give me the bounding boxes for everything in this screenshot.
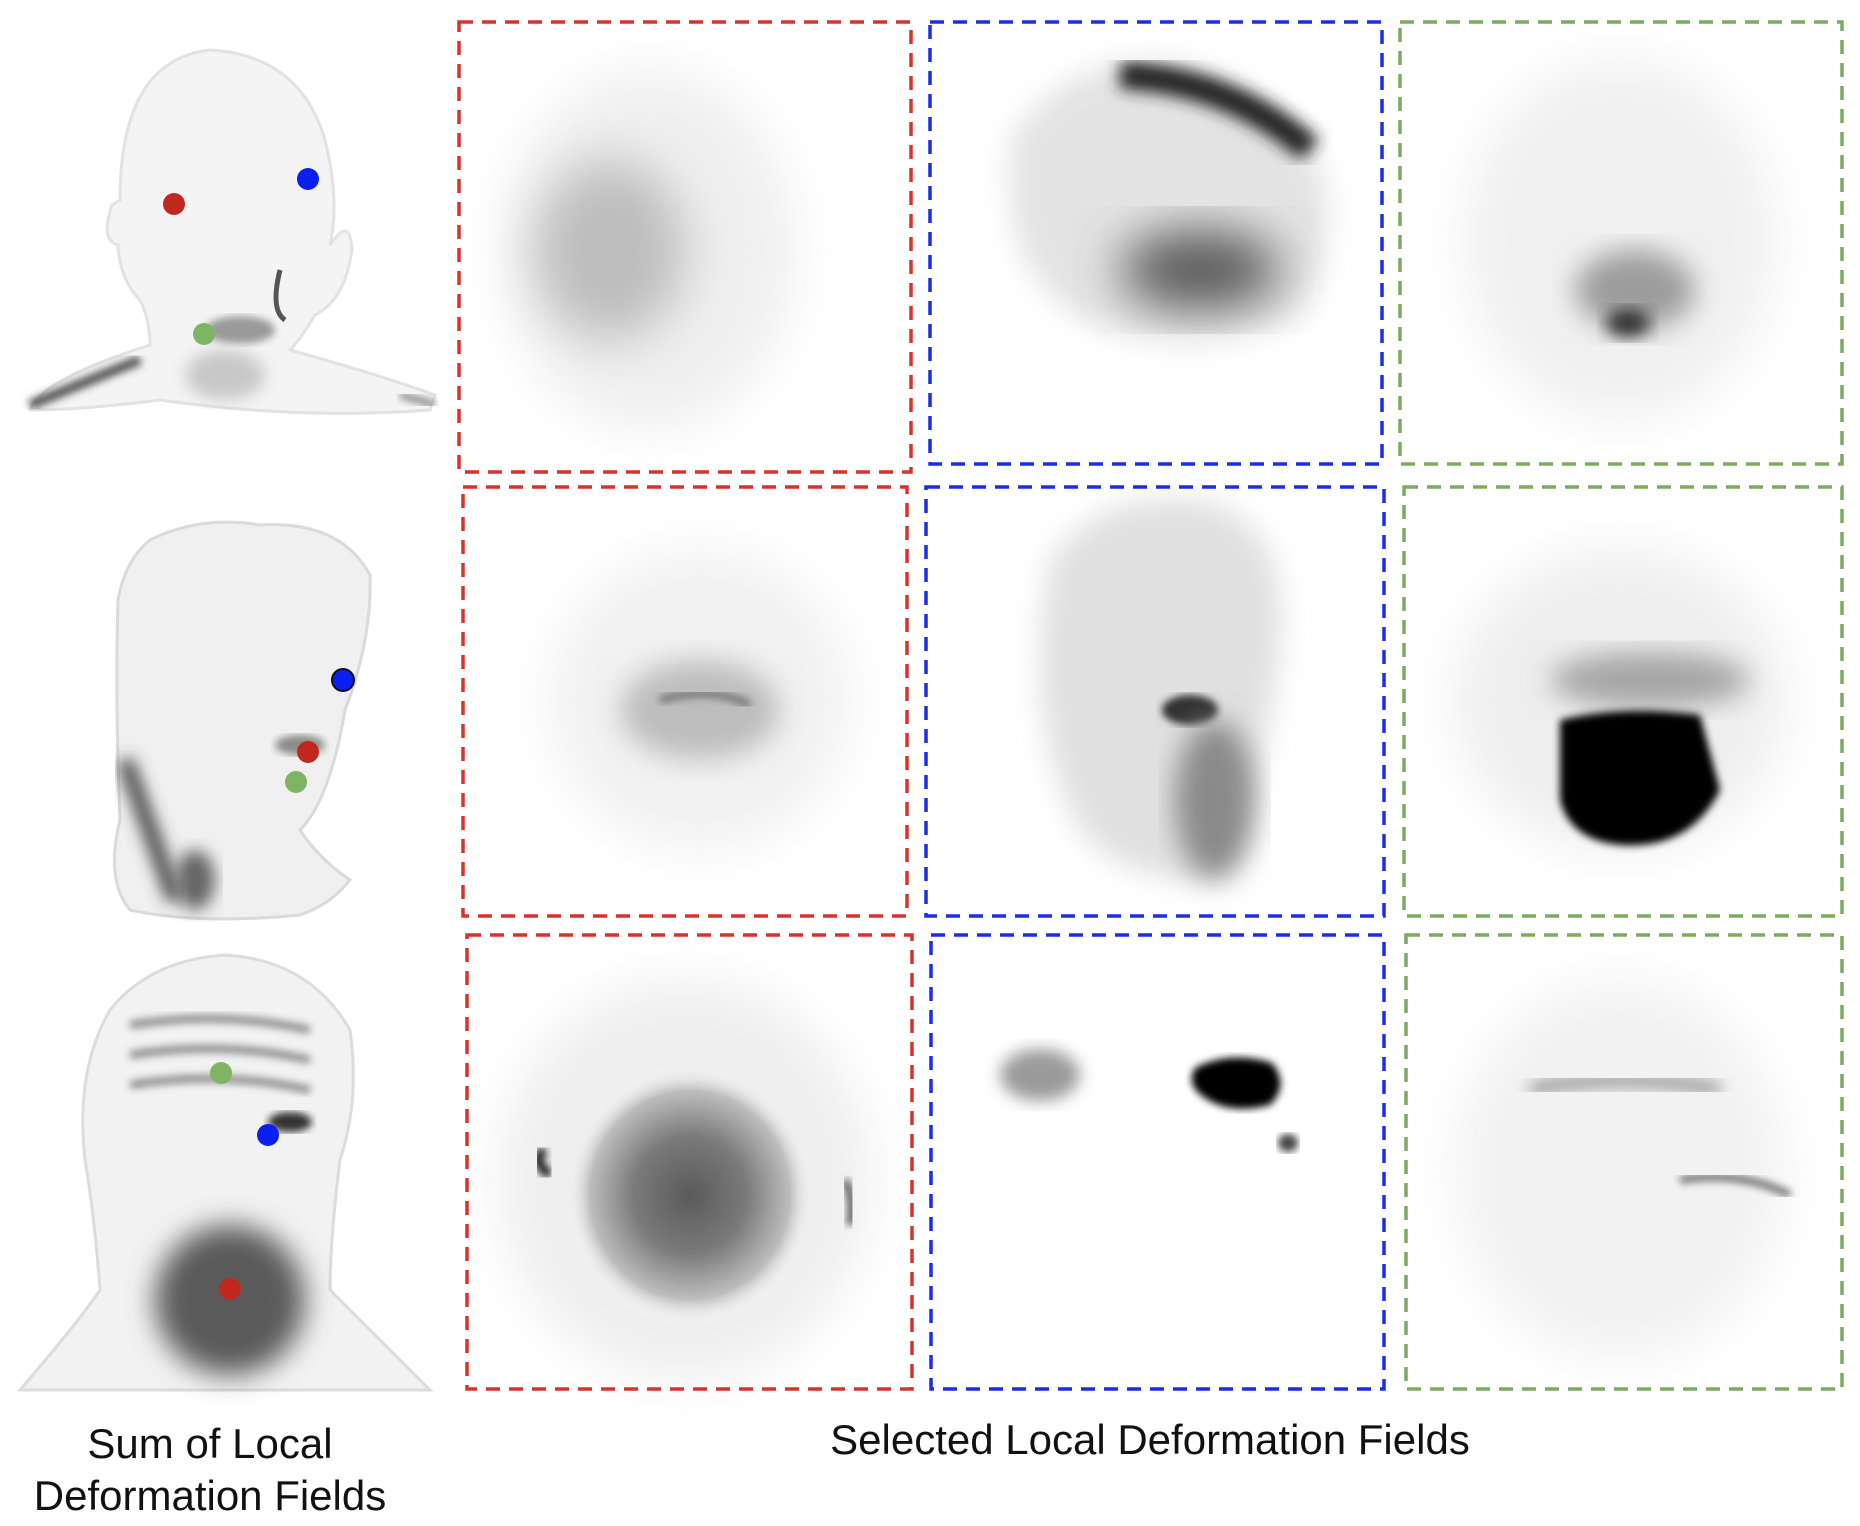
field-panel-r1-blue: [928, 20, 1384, 466]
field-panel-r3-green: [1404, 933, 1844, 1391]
marker-red-3: [219, 1278, 241, 1300]
marker-blue-2: [331, 668, 355, 692]
marker-red-1: [163, 193, 185, 215]
sum-field-face-1: [27, 48, 437, 415]
caption-sum-fields: Sum of Local Deformation Fields: [0, 1418, 420, 1522]
frame-blue: [928, 20, 1384, 466]
frame-red: [461, 485, 909, 918]
frame-green: [1402, 485, 1844, 918]
field-panel-r2-red: [461, 485, 909, 918]
field-panel-r3-red: [465, 933, 914, 1391]
frame-green: [1404, 933, 1844, 1391]
frame-blue: [924, 485, 1386, 918]
sum-field-face-3: [16, 953, 434, 1392]
caption-sum-line1: Sum of Local: [87, 1420, 333, 1467]
frame-blue: [929, 933, 1386, 1391]
marker-green-2: [285, 771, 307, 793]
marker-blue-1: [297, 168, 319, 190]
frame-green: [1398, 20, 1844, 466]
field-panel-r2-blue: [924, 485, 1386, 918]
marker-green-1: [193, 323, 215, 345]
field-panel-r3-blue: [929, 933, 1386, 1391]
caption-selected-fields: Selected Local Deformation Fields: [830, 1416, 1470, 1463]
marker-red-2: [297, 741, 319, 763]
frame-red: [457, 20, 913, 474]
marker-green-3: [210, 1062, 232, 1084]
field-panel-r2-green: [1402, 485, 1844, 918]
field-panel-r1-red: [457, 20, 913, 474]
marker-blue-3: [257, 1124, 279, 1146]
caption-sum-line2: Deformation Fields: [33, 1472, 387, 1519]
frame-red: [465, 933, 914, 1391]
sum-field-face-2: [112, 520, 372, 921]
field-panel-r1-green: [1398, 20, 1844, 466]
